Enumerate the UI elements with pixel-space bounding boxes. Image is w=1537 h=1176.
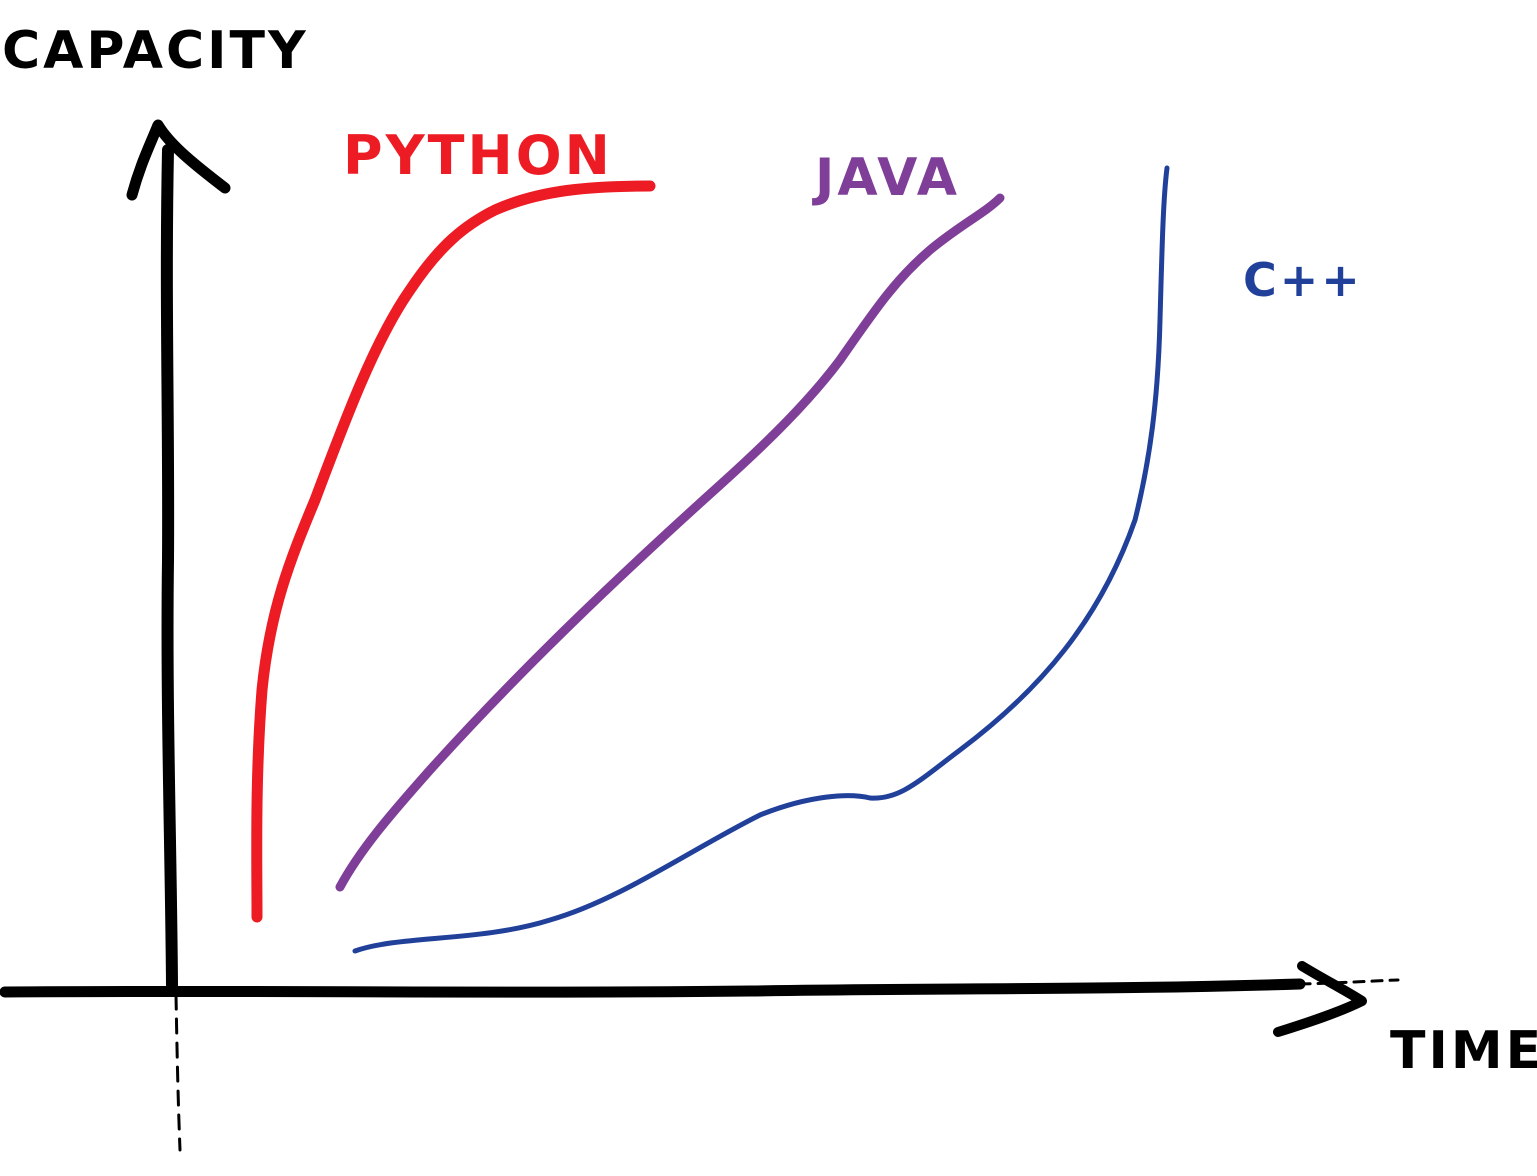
y-axis-arrowhead: [126, 119, 231, 201]
series-label-cpp: C++: [1243, 253, 1363, 307]
y-axis-title: CAPACITY: [2, 21, 309, 81]
y-axis-line: [160, 144, 178, 991]
series-lines: [251, 165, 1170, 954]
series-line-python: [251, 180, 656, 923]
series-line-java: [335, 193, 1005, 892]
x-axis-extension: [1298, 978, 1400, 986]
y-axis-extension: [174, 993, 182, 1152]
series-label-java: JAVA: [812, 148, 960, 208]
y-axis: [126, 119, 231, 1152]
x-axis-title: TIME: [1390, 1021, 1537, 1081]
x-axis: [0, 961, 1400, 1037]
series-label-python: PYTHON: [343, 124, 613, 187]
series-line-cpp: [352, 165, 1170, 954]
x-axis-line: [0, 978, 1306, 998]
x-axis-arrowhead: [1273, 961, 1367, 1037]
